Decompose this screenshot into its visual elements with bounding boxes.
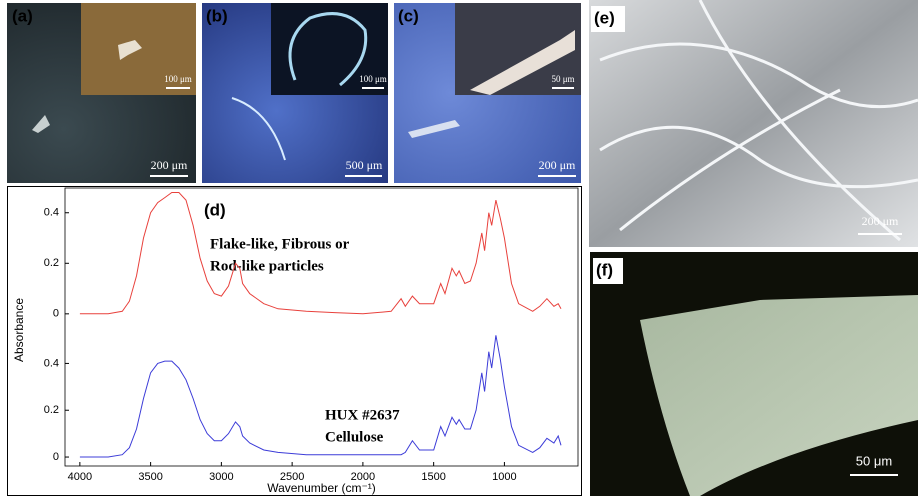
scale-label: 200 μm	[862, 214, 899, 228]
panel-label: (b)	[206, 6, 228, 25]
annotation: Cellulose	[325, 429, 384, 445]
annotation: HUX #2637	[325, 407, 400, 423]
x-tick-label: 1500	[421, 471, 445, 483]
rod	[470, 30, 575, 95]
y-tick-label: 0.4	[44, 357, 59, 369]
particle	[118, 40, 142, 60]
label-box	[591, 6, 625, 32]
particle	[32, 115, 50, 133]
sample	[640, 295, 918, 496]
y-axis-label: Absorbance	[12, 298, 26, 362]
fiber	[288, 12, 368, 87]
spectrum-line	[79, 192, 562, 315]
scale-label: 100 μm	[359, 74, 387, 84]
panel-label: (f)	[596, 260, 613, 279]
spectrum-line	[79, 335, 562, 458]
panel-label: (d)	[204, 200, 226, 219]
spectra: 0 0.2 0.4 Flake-like, Fibrous or Rod-like pa…	[12, 192, 562, 495]
scale-label: 500 μm	[346, 158, 383, 172]
scale-label: 200 μm	[539, 158, 576, 172]
y-tick-label: 0.2	[44, 257, 59, 269]
scale-label: 50 μm	[856, 453, 892, 468]
label-box	[593, 258, 623, 284]
scale-label: 50 μm	[551, 74, 574, 84]
fiber	[231, 97, 286, 161]
rod	[408, 120, 460, 138]
panel-label: (c)	[398, 6, 419, 25]
x-tick-label: 2000	[351, 471, 375, 483]
scale-label: 100 μm	[164, 74, 192, 84]
y-tick-label: 0	[53, 451, 59, 463]
annotation: Rod-like particles	[210, 258, 324, 274]
panel-label: (e)	[594, 8, 615, 27]
y-tick-label: 0.4	[44, 207, 59, 219]
x-tick-label: 1000	[492, 471, 516, 483]
y-tick-label: 0.2	[44, 404, 59, 416]
panel-label: (a)	[12, 6, 33, 25]
x-tick-label: 2500	[280, 471, 304, 483]
fibers	[599, 0, 918, 242]
plot-frame	[64, 187, 579, 467]
x-axis-label: Wavenumber (cm⁻¹)	[267, 481, 376, 495]
x-tick-label: 3500	[138, 471, 162, 483]
image-e	[589, 0, 918, 247]
scale-label: 200 μm	[151, 158, 188, 172]
x-tick-label: 4000	[68, 471, 92, 483]
y-tick-label: 0	[53, 308, 59, 320]
annotation: Flake-like, Fibrous or	[210, 236, 350, 252]
x-tick-label: 3000	[209, 471, 233, 483]
